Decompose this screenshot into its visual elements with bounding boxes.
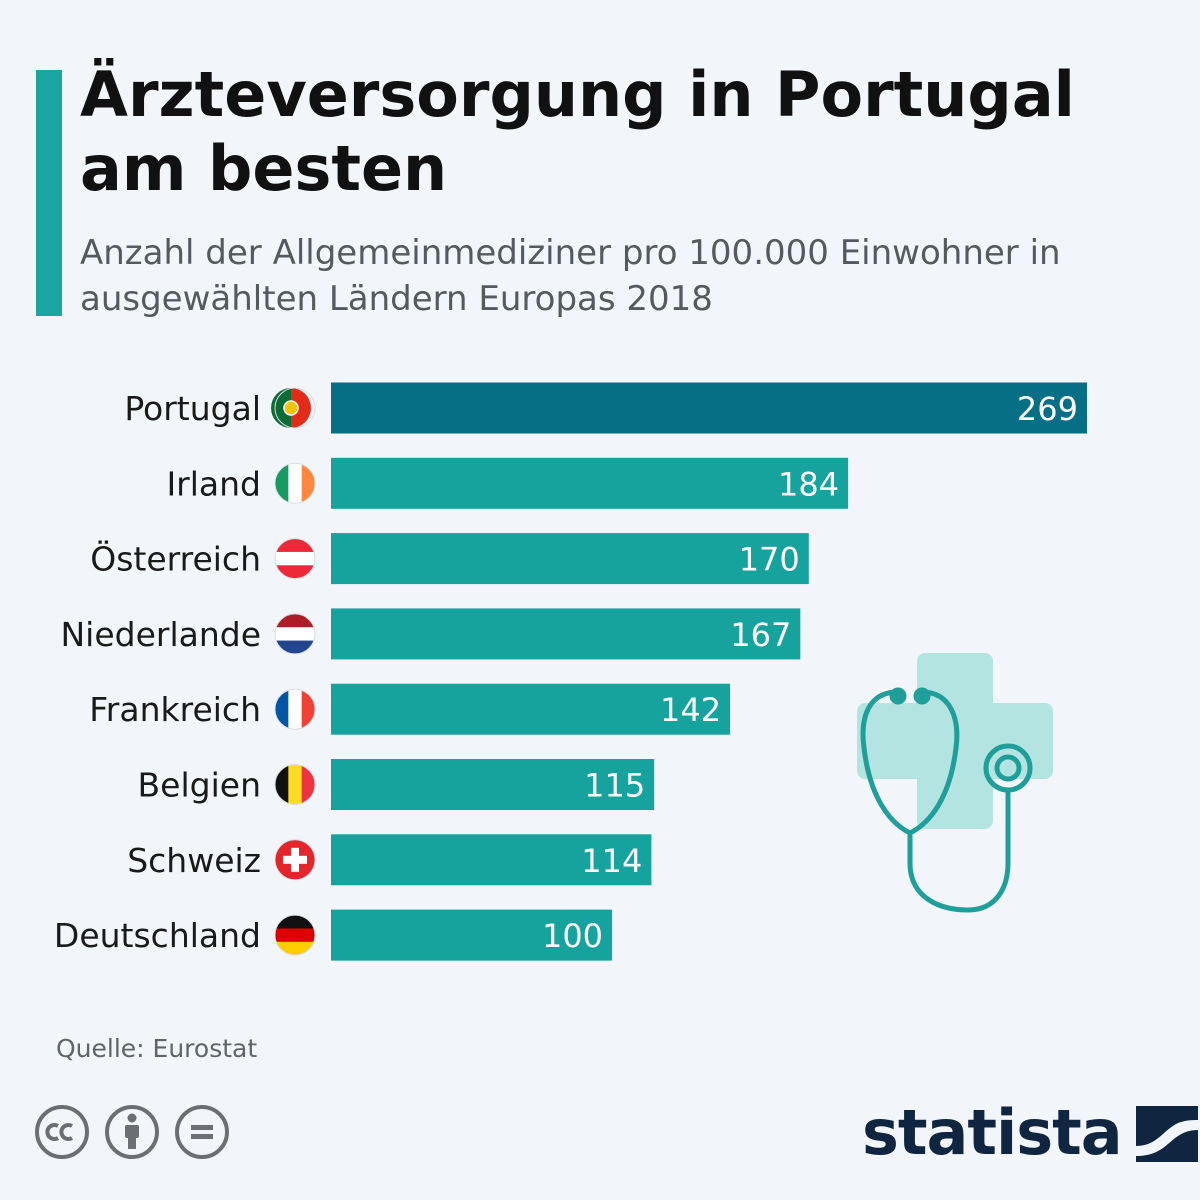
chart-subtitle: Anzahl der Allgemeinmediziner pro 100.00… [80, 233, 1061, 319]
category-label-2: Österreich [90, 539, 261, 579]
flag-stripe [275, 640, 315, 654]
flag-stripe [288, 463, 303, 504]
flag-ring [274, 764, 316, 805]
flag-stripe [301, 463, 315, 504]
flag-stripe [275, 565, 315, 579]
flag-ring [274, 462, 316, 504]
flag-part [283, 855, 307, 864]
bar-6 [331, 834, 652, 886]
flag-fill [275, 613, 315, 654]
source-note: Quelle: Eurostat [56, 1034, 258, 1063]
belgium-flag-icon [274, 764, 316, 805]
value-label-5: 115 [584, 767, 645, 805]
flag-fill [275, 463, 315, 504]
bar-0 [331, 382, 1087, 434]
value-label-6: 114 [581, 842, 642, 880]
category-label-7: Deutschland [54, 916, 261, 955]
attribution-icon[interactable] [104, 1104, 160, 1160]
flag-stripe [288, 764, 303, 805]
category-label-4: Frankreich [89, 690, 261, 729]
flag-stripe [288, 689, 303, 730]
bar-5 [331, 759, 655, 810]
flag-stripe [275, 764, 289, 805]
bar-7 [331, 909, 613, 961]
flag-part [291, 388, 311, 428]
flag-ring [274, 387, 316, 429]
flag-ring [274, 613, 316, 655]
flag-fill [275, 538, 315, 579]
bar-4 [331, 683, 731, 735]
value-label-1: 184 [778, 465, 839, 503]
portugal-flag-icon [271, 387, 316, 429]
category-label-3: Niederlande [60, 615, 261, 654]
flag-ring [274, 914, 316, 956]
flag-stripe [275, 613, 315, 628]
statista-logo[interactable]: statista [862, 1096, 1198, 1169]
value-label-4: 142 [660, 691, 721, 729]
netherlands-flag-icon [274, 613, 316, 655]
flag-ring [274, 538, 316, 580]
bar-chart: 269 Portugal 184 Irland 170 Österreich 167 Nied… [54, 382, 1087, 961]
ireland-flag-icon [274, 462, 316, 504]
flag-stripe [275, 941, 315, 956]
switzerland-flag-icon [274, 839, 316, 881]
austria-flag-icon [274, 538, 316, 580]
flag-stripe [301, 764, 315, 805]
category-label-6: Schweiz [127, 841, 261, 880]
flag-fill [275, 764, 315, 805]
flag-stripe [275, 928, 315, 943]
category-label-5: Belgien [138, 766, 261, 805]
flag-part [271, 388, 291, 428]
flag-fill [275, 689, 315, 730]
stethoscope-icon [857, 653, 1053, 913]
bar-1 [331, 457, 849, 509]
category-label-0: Portugal [124, 389, 261, 428]
value-label-2: 170 [739, 541, 800, 579]
bar-3 [331, 608, 801, 660]
logo-text: statista [862, 1096, 1123, 1169]
flag-stripe [275, 689, 289, 730]
value-label-3: 167 [730, 616, 791, 654]
flag-fill [275, 915, 315, 956]
flag-ring [274, 688, 316, 730]
flag-stripe [301, 689, 315, 730]
chart-title: Ärzteversorgung in Portugal am besten [80, 58, 1075, 205]
flag-part [283, 400, 299, 416]
license-icons [34, 1104, 230, 1164]
france-flag-icon [274, 688, 316, 730]
flag-stripe [275, 915, 315, 929]
no-derivatives-icon[interactable] [174, 1104, 230, 1160]
flag-stripe [275, 627, 315, 642]
flag-ring [274, 839, 316, 881]
flag-stripe [275, 551, 315, 566]
value-label-0: 269 [1017, 390, 1078, 428]
statista-logo-icon [1135, 1105, 1198, 1162]
flag-stripe [275, 538, 315, 553]
flag-stripe [275, 463, 289, 504]
cc-icon[interactable] [34, 1104, 90, 1160]
germany-flag-icon [274, 914, 316, 956]
title-accent-bar [36, 70, 62, 316]
value-label-7: 100 [542, 917, 603, 955]
bar-2 [331, 533, 809, 585]
category-label-1: Irland [166, 464, 261, 503]
